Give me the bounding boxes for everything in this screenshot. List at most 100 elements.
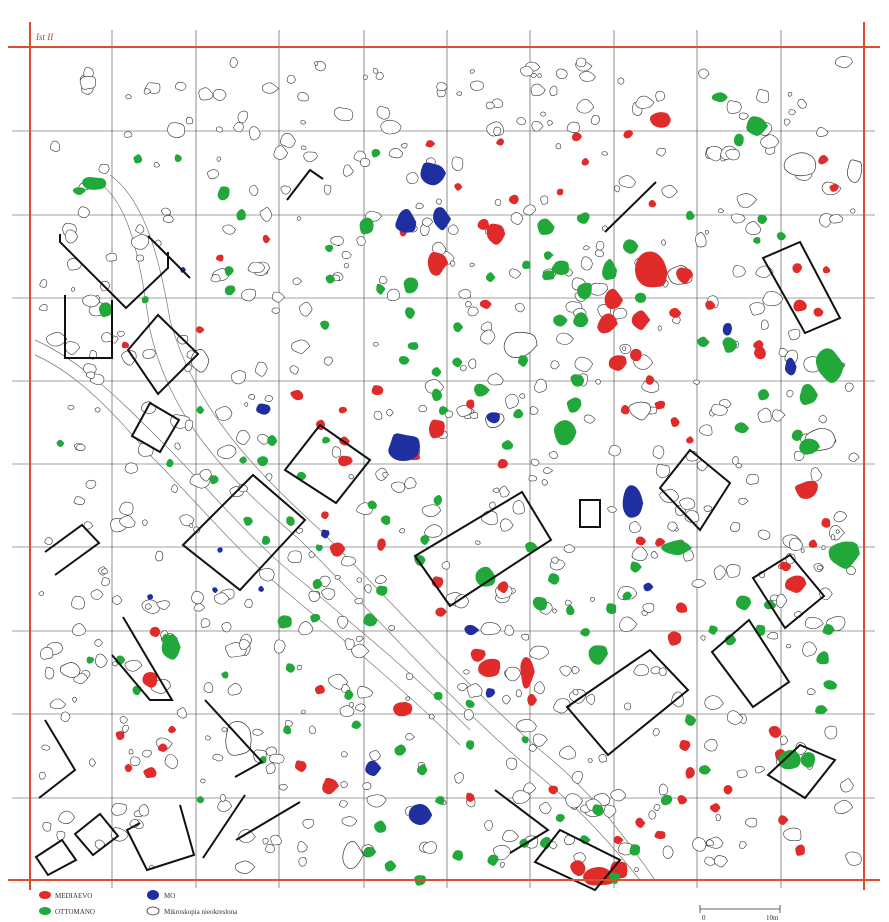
feature-red	[822, 266, 831, 274]
feature-outline	[261, 82, 279, 94]
feature-red	[818, 155, 829, 165]
feature-outline	[271, 291, 285, 303]
feature-outline	[574, 356, 594, 373]
feature-outline	[555, 143, 562, 150]
feature-outline	[248, 126, 261, 141]
feature-outline	[46, 332, 68, 347]
legend-label-red: MEDIAEVO	[55, 892, 92, 900]
feature-outline	[119, 716, 128, 724]
feature-outline	[143, 88, 152, 95]
feature-outline	[529, 645, 550, 660]
feature-blue	[212, 587, 219, 593]
feature-green	[380, 515, 391, 525]
feature-red	[425, 140, 436, 148]
trench-sw-10	[38, 719, 77, 799]
feature-outline	[543, 467, 554, 474]
feature-outline	[558, 745, 576, 760]
trench-w-5	[130, 401, 181, 454]
feature-green	[778, 749, 801, 770]
feature-green	[517, 355, 528, 367]
feature-outline	[730, 213, 746, 224]
feature-outline	[463, 669, 470, 675]
feature-outline	[230, 370, 247, 385]
feature-outline	[725, 148, 740, 161]
feature-outline	[735, 463, 743, 469]
feature-outline	[540, 111, 546, 117]
feature-red	[648, 199, 657, 208]
legend-label-blue: MO	[164, 892, 175, 900]
feature-red	[168, 725, 177, 734]
feature-outline	[598, 753, 607, 763]
feature-outline	[422, 841, 437, 854]
feature-outline	[421, 504, 442, 517]
feature-green	[622, 239, 639, 254]
feature-outline	[60, 711, 71, 723]
feature-outline	[292, 277, 303, 286]
feature-outline	[375, 72, 384, 80]
trench-sw-9	[111, 616, 174, 701]
feature-outline	[551, 556, 560, 564]
feature-red	[655, 538, 666, 547]
feature-outline	[362, 782, 372, 791]
feature-outline	[504, 624, 515, 636]
feature-red	[527, 693, 538, 706]
feature-green	[758, 389, 770, 401]
feature-outline	[436, 82, 448, 92]
feature-outline	[692, 837, 707, 852]
feature-outline	[589, 282, 609, 296]
feature-outline	[783, 118, 791, 126]
feature-green	[736, 595, 752, 611]
feature-green	[224, 266, 234, 276]
feature-outline	[356, 577, 362, 583]
feature-green	[438, 406, 449, 415]
legend-label-green: OTTOMANO	[55, 908, 95, 916]
feature-outline	[105, 252, 118, 262]
feature-outline	[153, 161, 161, 168]
feature-outline	[806, 688, 816, 696]
feature-outline	[239, 639, 251, 650]
feature-green	[487, 854, 499, 866]
feature-outline	[661, 184, 678, 198]
feature-red	[142, 672, 158, 688]
feature-green	[325, 244, 334, 253]
feature-outline	[612, 307, 628, 320]
feature-blue	[622, 485, 644, 518]
feature-outline	[745, 817, 758, 828]
feature-outline	[39, 647, 54, 660]
feature-green	[416, 764, 428, 776]
feature-outline	[270, 834, 282, 846]
trench-nw-4	[126, 313, 200, 396]
feature-outline	[373, 410, 383, 420]
feature-outline	[608, 445, 622, 457]
legend-swatch-red	[39, 891, 51, 899]
feature-outline	[142, 349, 156, 359]
feature-outline	[340, 781, 349, 789]
trench-s-25	[494, 789, 550, 854]
feature-outline	[334, 575, 342, 580]
feature-outline	[754, 766, 765, 774]
feature-outline	[780, 735, 789, 746]
feature-green	[566, 397, 582, 413]
feature-green	[465, 740, 475, 750]
feature-red	[377, 538, 386, 551]
feature-outline	[200, 618, 211, 628]
feature-outline	[726, 564, 741, 578]
feature-green	[555, 813, 565, 823]
feature-red	[654, 830, 666, 840]
feature-outline	[634, 867, 639, 873]
feature-blue	[420, 162, 446, 186]
feature-outline	[39, 279, 48, 288]
feature-outline	[846, 565, 856, 575]
feature-red	[635, 536, 646, 546]
feature-outline	[550, 360, 560, 370]
trench-nw-2	[147, 235, 191, 279]
trench-n-27	[286, 168, 324, 201]
feature-outline	[210, 274, 221, 283]
feature-outline	[767, 632, 778, 640]
river-bank-line	[94, 179, 641, 881]
feature-outline	[271, 307, 280, 314]
feature-green	[634, 292, 647, 303]
feature-green	[602, 259, 617, 281]
feature-outline	[188, 523, 194, 528]
feature-blue	[388, 433, 420, 462]
